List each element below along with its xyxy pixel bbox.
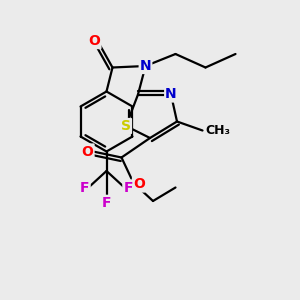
Text: N: N	[165, 88, 177, 101]
Text: O: O	[82, 145, 94, 158]
Text: S: S	[121, 119, 131, 133]
Text: N: N	[140, 59, 151, 73]
Text: F: F	[102, 196, 111, 210]
Text: F: F	[80, 181, 90, 194]
Text: O: O	[133, 178, 145, 191]
Text: CH₃: CH₃	[205, 124, 230, 137]
Text: O: O	[88, 34, 101, 48]
Text: F: F	[123, 181, 133, 194]
